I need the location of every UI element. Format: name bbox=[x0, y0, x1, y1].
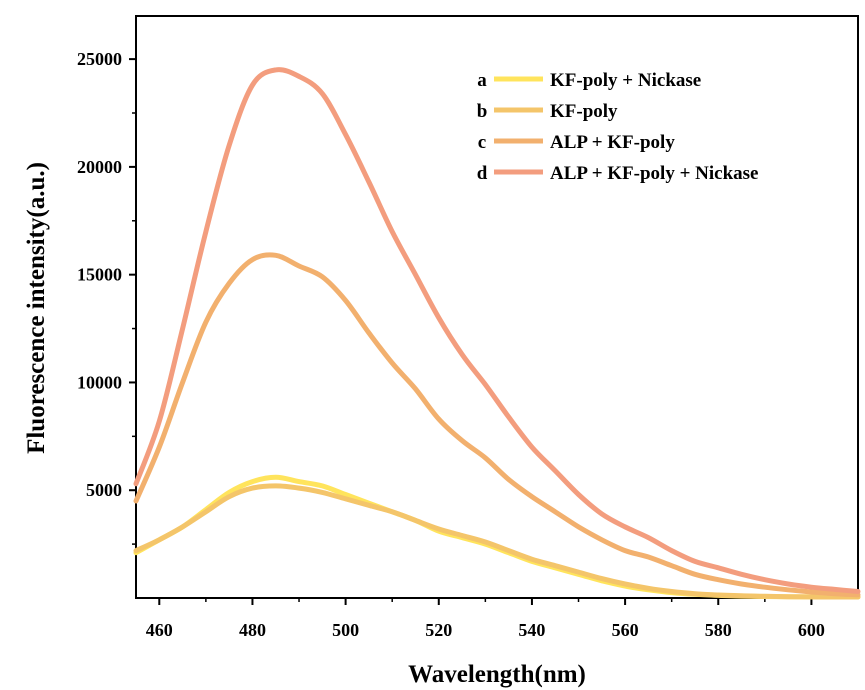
x-axis-title: Wavelength(nm) bbox=[408, 661, 586, 688]
x-tick-label: 560 bbox=[612, 620, 639, 640]
x-tick-label: 580 bbox=[705, 620, 732, 640]
legend: a KF-poly + Nickase b KF-poly c ALP + KF-poly… bbox=[477, 70, 759, 184]
legend-key-c: c bbox=[478, 132, 486, 153]
x-tick-label: 480 bbox=[239, 620, 266, 640]
series-line-b bbox=[133, 483, 861, 600]
y-axis: 5000 10000 15000 20000 25000 bbox=[77, 49, 136, 545]
legend-label-b: KF-poly bbox=[550, 101, 618, 122]
legend-key-d: d bbox=[477, 163, 488, 184]
series-lines bbox=[133, 67, 861, 600]
plot-frame bbox=[135, 15, 859, 599]
x-tick-label: 600 bbox=[798, 620, 825, 640]
legend-key-a: a bbox=[477, 70, 487, 91]
y-tick-label: 5000 bbox=[86, 480, 122, 500]
series-line-c bbox=[133, 252, 861, 598]
legend-label-c: ALP + KF-poly bbox=[550, 132, 675, 153]
x-axis: 460 480 500 520 540 560 580 600 bbox=[146, 598, 825, 640]
y-tick-label: 10000 bbox=[77, 372, 122, 392]
x-tick-label: 500 bbox=[332, 620, 359, 640]
legend-label-a: KF-poly + Nickase bbox=[550, 70, 701, 91]
plot-area-border bbox=[135, 15, 859, 599]
x-tick-label: 540 bbox=[518, 620, 545, 640]
legend-label-d: ALP + KF-poly + Nickase bbox=[550, 163, 759, 184]
x-tick-label: 460 bbox=[146, 620, 173, 640]
legend-key-b: b bbox=[477, 101, 488, 122]
x-tick-label: 520 bbox=[425, 620, 452, 640]
series-line-d bbox=[133, 67, 861, 594]
y-axis-title: Fluorescence intensity(a.u.) bbox=[23, 162, 50, 454]
y-tick-label: 15000 bbox=[77, 265, 122, 285]
series-line-a bbox=[133, 474, 861, 600]
y-tick-label: 20000 bbox=[77, 157, 122, 177]
y-tick-label: 25000 bbox=[77, 49, 122, 69]
